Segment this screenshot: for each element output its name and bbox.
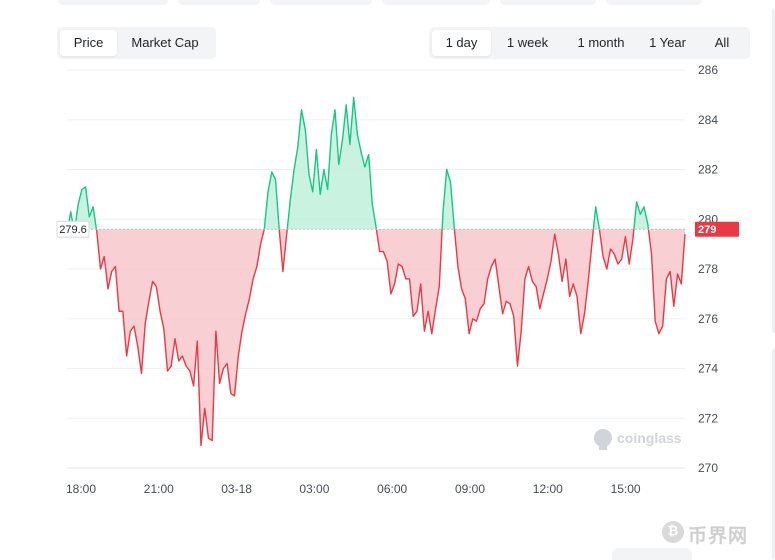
- side-panel-edge: [772, 348, 775, 560]
- coinglass-logo-base: [599, 446, 607, 450]
- market-cap-toggle-button[interactable]: Market Cap: [131, 35, 199, 50]
- y-tick-label: 278: [698, 262, 718, 276]
- x-tick-label: 06:00: [377, 482, 407, 496]
- footer-watermark: ₿ 币界网: [662, 518, 772, 548]
- timeframe-1-day-button[interactable]: 1 day: [432, 30, 491, 56]
- timeframe-1-week-button[interactable]: 1 week: [506, 35, 549, 50]
- top-tab-stub[interactable]: [58, 0, 168, 5]
- baseline-label: 279.6: [59, 224, 87, 236]
- x-tick-label: 18:00: [66, 482, 96, 496]
- timeframe-1-year-button[interactable]: 1 Year: [649, 35, 686, 50]
- y-tick-label: 284: [698, 113, 718, 127]
- area-fill-below-baseline: [67, 229, 685, 446]
- area-fill-above-baseline: [67, 97, 649, 230]
- x-tick-label: 15:00: [611, 482, 641, 496]
- timeframe-all-button[interactable]: All: [714, 35, 730, 50]
- top-tab-stub[interactable]: [382, 0, 490, 5]
- timeframe-selector: 1 day 1 week 1 month 1 Year All: [429, 27, 750, 59]
- top-tab-stub[interactable]: [178, 0, 260, 5]
- y-tick-label: 282: [698, 163, 718, 177]
- y-tick-label: 272: [698, 411, 718, 425]
- y-tick-label: 276: [698, 312, 718, 326]
- x-tick-label: 12:00: [533, 482, 563, 496]
- coinglass-watermark-text: coinglass: [617, 430, 682, 446]
- coinglass-watermark: coinglass: [594, 429, 682, 450]
- y-tick-label: 286: [698, 63, 718, 77]
- x-tick-label: 03:00: [299, 482, 329, 496]
- footer-watermark-text: 币界网: [688, 525, 749, 547]
- bottom-tab-stub: [612, 548, 692, 560]
- price-line-below-baseline: [66, 229, 686, 447]
- metric-toggle: Price Market Cap: [57, 27, 216, 59]
- price-line-above-baseline: [67, 96, 650, 230]
- top-tab-stub[interactable]: [606, 0, 702, 5]
- top-tab-stub[interactable]: [500, 0, 596, 5]
- coin-circle-icon: ₿: [662, 521, 684, 543]
- timeframe-1-month-button[interactable]: 1 month: [577, 35, 625, 50]
- x-tick-label: 03-18: [221, 482, 252, 496]
- baseline-label-box: [56, 220, 90, 238]
- price-toggle-button[interactable]: Price: [60, 30, 117, 56]
- current-price-box: [695, 221, 739, 237]
- top-tab-stub[interactable]: [270, 0, 372, 5]
- y-tick-label: 270: [698, 461, 718, 475]
- y-tick-label: 274: [698, 362, 718, 376]
- current-price-label: 279: [698, 224, 716, 236]
- coinglass-logo-icon: [594, 429, 612, 447]
- top-strip: [0, 0, 775, 6]
- x-tick-label: 21:00: [144, 482, 174, 496]
- side-panel-edge: [772, 8, 775, 333]
- x-tick-label: 09:00: [455, 482, 485, 496]
